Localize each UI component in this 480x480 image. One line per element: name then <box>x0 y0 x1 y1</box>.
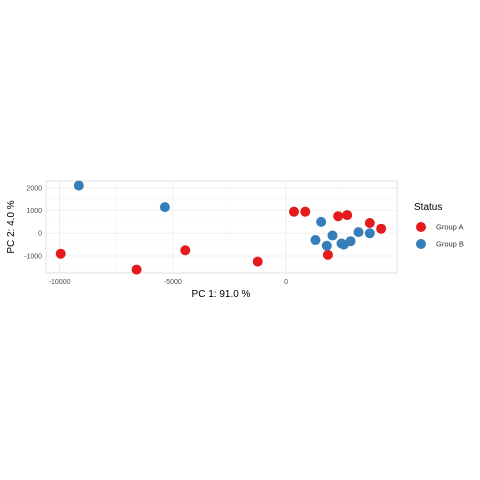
data-point-group-a <box>131 264 142 275</box>
data-point-group-a <box>342 210 353 221</box>
y-tick-label: 2000 <box>26 185 42 192</box>
data-point-group-b <box>353 227 364 238</box>
plot-panel <box>45 180 398 274</box>
x-axis-ticks: -10000 -5000 0 <box>49 279 288 286</box>
y-axis-title: PC 2: 4.0 % <box>6 200 17 253</box>
data-point-group-b <box>321 240 332 251</box>
legend-label: Group B <box>436 240 464 249</box>
y-tick-label: 0 <box>38 231 42 238</box>
data-point-group-a <box>364 218 375 229</box>
data-point-group-b <box>316 216 327 227</box>
legend-items: Group A Group B <box>416 222 464 249</box>
x-tick-label: 0 <box>284 279 288 286</box>
data-points <box>55 180 387 275</box>
data-point-group-b <box>159 202 170 213</box>
y-tick-label: 1000 <box>26 208 42 215</box>
data-point-group-a <box>180 245 191 256</box>
legend-label: Group A <box>436 223 464 232</box>
data-point-group-b <box>327 230 338 241</box>
legend: Status Group A Group B <box>414 202 464 249</box>
y-axis-ticks: -1000 0 1000 2000 <box>24 185 42 260</box>
data-point-group-a <box>252 256 263 267</box>
legend-title: Status <box>414 202 442 213</box>
data-point-group-a <box>376 223 387 234</box>
data-point-group-b <box>310 235 321 246</box>
data-point-group-a <box>55 248 66 259</box>
data-point-group-a <box>288 206 299 217</box>
x-tick-label: -10000 <box>49 279 71 286</box>
legend-key-group-b <box>416 239 426 249</box>
data-point-group-b <box>364 228 375 239</box>
y-tick-label: -1000 <box>24 253 42 260</box>
x-axis-title: PC 1: 91.0 % <box>192 289 251 300</box>
data-point-group-a <box>322 249 333 260</box>
x-tick-label: -5000 <box>164 279 182 286</box>
data-point-group-b <box>345 236 356 247</box>
panel-border <box>45 180 398 274</box>
data-point-group-b <box>73 180 84 191</box>
data-point-group-a <box>300 206 311 217</box>
data-point-group-a <box>333 211 344 222</box>
legend-key-group-a <box>416 222 426 232</box>
